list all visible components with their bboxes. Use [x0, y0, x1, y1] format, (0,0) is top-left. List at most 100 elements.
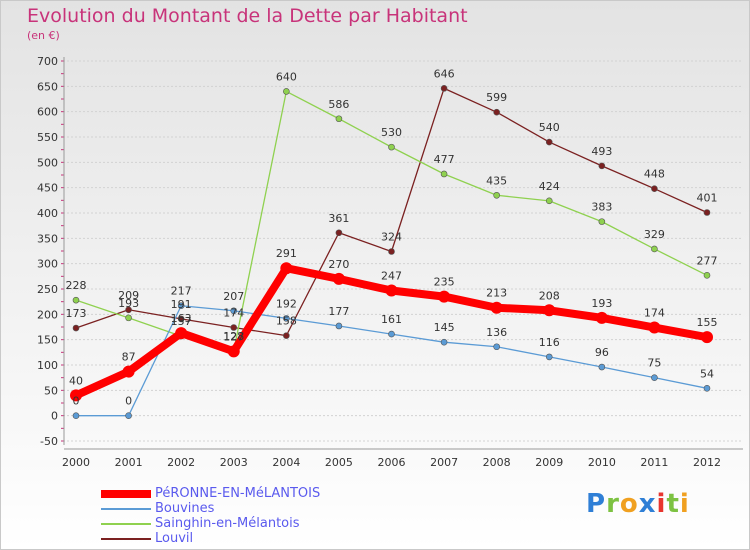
brand-logo: Proxiti — [586, 489, 690, 519]
data-point — [72, 324, 80, 332]
y-tick-label: 450 — [37, 182, 58, 195]
data-label: 173 — [66, 307, 87, 320]
data-label: 155 — [697, 316, 718, 329]
x-tick-label: 2005 — [325, 456, 353, 469]
data-point — [125, 412, 132, 419]
y-tick-label: 150 — [37, 334, 58, 347]
data-point — [438, 290, 451, 303]
x-tick-label: 2001 — [115, 456, 143, 469]
data-label: 270 — [328, 258, 349, 271]
y-tick-label: 50 — [44, 384, 58, 397]
data-point — [543, 304, 556, 317]
data-point — [177, 302, 185, 310]
data-point — [595, 311, 608, 324]
data-point — [440, 170, 448, 178]
data-label: 54 — [700, 367, 714, 380]
data-label: 193 — [591, 297, 612, 310]
data-label: 207 — [223, 290, 244, 303]
data-label: 145 — [434, 321, 455, 334]
y-tick-label: 100 — [37, 359, 58, 372]
data-point — [440, 85, 448, 92]
data-point — [493, 108, 500, 116]
x-tick-label: 2010 — [588, 456, 616, 469]
x-tick-label: 2003 — [220, 456, 248, 469]
data-point — [388, 143, 395, 151]
legend-label: Sainghin-en-Mélantois — [155, 516, 300, 531]
data-label: 401 — [697, 191, 718, 204]
y-tick-label: 650 — [37, 80, 58, 93]
data-point — [125, 314, 132, 322]
data-label: 127 — [223, 330, 244, 343]
data-point — [703, 385, 711, 392]
data-point — [598, 218, 606, 225]
data-point — [490, 301, 503, 314]
data-point — [651, 185, 658, 192]
data-point — [177, 315, 185, 323]
legend-label: PéRONNE-EN-MéLANTOIS — [155, 486, 321, 501]
data-label: 213 — [486, 287, 507, 300]
data-point — [388, 248, 395, 255]
x-tick-label: 2012 — [693, 456, 721, 469]
data-point — [122, 365, 135, 378]
data-label: 174 — [223, 307, 244, 320]
data-point — [385, 284, 398, 297]
legend-swatch — [101, 490, 151, 498]
plot-area — [63, 59, 737, 443]
data-point — [388, 330, 395, 338]
x-tick-label: 2000 — [62, 456, 90, 469]
data-label: 586 — [328, 98, 349, 111]
legend-label: Louvil — [155, 531, 194, 546]
y-tick-label: 600 — [37, 106, 58, 119]
data-label: 640 — [276, 70, 297, 83]
data-label: 191 — [171, 298, 192, 311]
y-tick-label: 700 — [37, 55, 58, 68]
x-tick-label: 2007 — [430, 456, 458, 469]
legend-swatch — [101, 508, 151, 510]
y-tick-label: 550 — [37, 131, 58, 144]
data-point — [651, 374, 658, 381]
data-point — [175, 327, 188, 340]
data-label: 116 — [539, 336, 560, 349]
data-point — [545, 197, 553, 205]
data-label: 530 — [381, 126, 402, 139]
data-label: 209 — [118, 289, 139, 302]
data-point — [493, 191, 500, 199]
data-point — [280, 262, 293, 275]
data-point — [230, 307, 238, 315]
data-point — [648, 321, 661, 334]
data-label: 174 — [644, 307, 665, 320]
x-tick-label: 2006 — [378, 456, 406, 469]
y-tick-label: -50 — [40, 435, 58, 448]
data-label: 217 — [171, 285, 192, 298]
y-tick-label: 500 — [37, 156, 58, 169]
data-label: 75 — [647, 357, 661, 370]
x-tick-label: 2011 — [640, 456, 668, 469]
data-point — [598, 162, 606, 170]
data-point — [703, 209, 711, 216]
data-label: 163 — [171, 312, 192, 325]
data-label: 192 — [276, 297, 297, 310]
data-label: 158 — [276, 315, 297, 328]
data-label: 208 — [539, 289, 560, 302]
data-point — [335, 322, 343, 330]
data-point — [545, 138, 553, 146]
data-label: 87 — [122, 351, 136, 364]
y-tick-label: 0 — [51, 410, 58, 423]
data-point — [332, 272, 345, 285]
data-label: 0 — [73, 395, 80, 408]
data-point — [283, 315, 290, 322]
data-label: 361 — [328, 212, 349, 225]
data-point — [703, 272, 711, 279]
data-label: 329 — [644, 228, 665, 241]
data-label: 477 — [434, 153, 455, 166]
data-point — [493, 343, 500, 351]
data-point — [335, 115, 343, 123]
y-tick-label: 400 — [37, 207, 58, 220]
data-point — [227, 345, 240, 358]
data-point — [598, 363, 606, 371]
data-label: 177 — [328, 305, 349, 318]
x-tick-label: 2008 — [483, 456, 511, 469]
data-label: 96 — [595, 346, 609, 359]
